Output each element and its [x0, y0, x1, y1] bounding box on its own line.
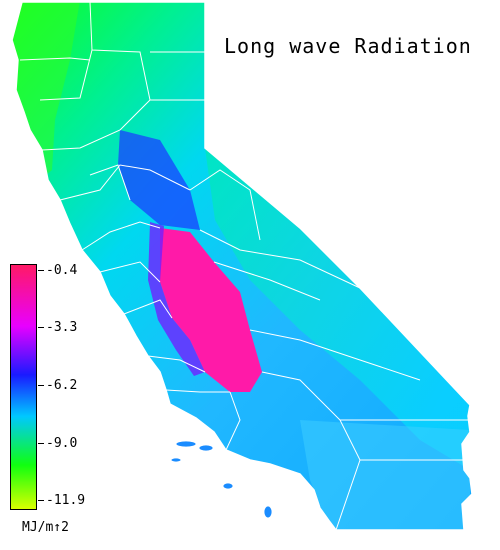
san-joaquin-hotspot: [160, 228, 262, 392]
legend-units: MJ/m↑2: [22, 520, 69, 535]
legend-tick: [38, 385, 44, 386]
legend-tick-label: -9.0: [46, 436, 78, 451]
legend-tick: [38, 270, 44, 271]
legend-tick-label: -0.4: [46, 263, 78, 278]
channel-islands: [170, 440, 273, 519]
central-valley-zone: [118, 130, 200, 230]
legend-tick: [38, 327, 44, 328]
legend-tick-label: -11.9: [46, 493, 86, 508]
legend-tick-label: -6.2: [46, 378, 78, 393]
legend-colorbar: [10, 264, 37, 510]
legend-tick: [38, 500, 44, 501]
county-boundaries: [19, 2, 470, 530]
southern-region-zone: [300, 420, 470, 530]
eastern-desert-zone: [205, 148, 470, 470]
valley-purple-fringe: [148, 222, 205, 376]
map-title: Long wave Radiation: [224, 34, 472, 58]
legend-tick: [38, 443, 44, 444]
legend-tick-label: -3.3: [46, 320, 78, 335]
